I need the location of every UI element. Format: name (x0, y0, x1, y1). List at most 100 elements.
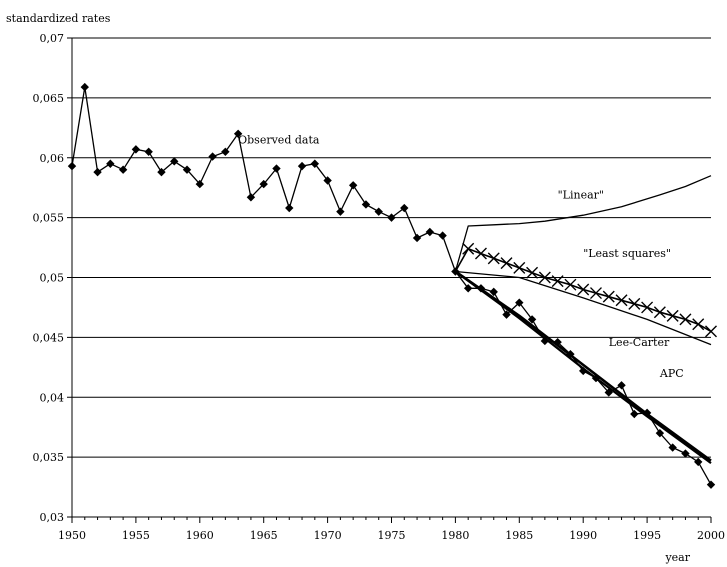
x-ticks: 1950 1955 1960 1965 1970 1975 1980 1985 1990 1995… (58, 517, 725, 542)
data-point-observed (106, 159, 115, 168)
data-point-observed (93, 167, 102, 177)
data-point-least-squares (602, 290, 615, 303)
series-line-lee-carter (454, 270, 712, 462)
y-tick-label: 0,05 (40, 272, 65, 285)
data-point-observed (630, 409, 639, 419)
data-point-observed (438, 231, 447, 240)
series-markers (67, 82, 717, 489)
data-point-observed (400, 203, 409, 213)
data-point-least-squares (653, 306, 666, 319)
y-tick-label: 0,07 (40, 32, 65, 45)
data-point-observed (655, 428, 665, 438)
data-point-observed (476, 284, 486, 293)
data-point-observed (195, 179, 204, 189)
y-axis-title: standardized rates (6, 12, 111, 25)
data-point-observed (604, 388, 613, 397)
x-tick-label: 1975 (378, 529, 406, 542)
data-point-least-squares (474, 247, 487, 260)
data-point-observed (336, 207, 345, 216)
data-point-observed (451, 267, 460, 276)
data-point-observed (425, 227, 435, 237)
data-point-least-squares (538, 271, 551, 284)
y-tick-label: 0,035 (33, 451, 65, 464)
grid-lines (72, 37, 711, 518)
data-point-observed (591, 373, 601, 383)
data-point-least-squares (513, 261, 526, 274)
data-point-observed (387, 213, 396, 222)
data-point-observed (157, 167, 166, 177)
annotation-label: Observed data (238, 133, 320, 146)
annotation-label: "Least squares" (583, 247, 671, 260)
data-point-observed (310, 159, 320, 168)
data-point-observed (208, 152, 217, 161)
y-tick-label: 0,065 (33, 92, 65, 105)
data-point-observed (170, 157, 179, 166)
x-tick-label: 1950 (58, 529, 86, 542)
data-point-observed (297, 161, 307, 171)
data-point-observed (182, 165, 192, 174)
x-tick-label: 1970 (314, 529, 342, 542)
x-tick-label: 1955 (122, 529, 150, 542)
data-point-least-squares (692, 318, 705, 331)
data-point-observed (233, 129, 243, 138)
data-point-observed (463, 284, 473, 293)
data-point-least-squares (526, 266, 539, 279)
data-point-least-squares (589, 287, 602, 300)
x-tick-label: 1995 (633, 529, 661, 542)
data-point-least-squares (666, 309, 679, 322)
data-point-observed (681, 449, 690, 458)
annotation-label: "Linear" (558, 188, 604, 201)
data-point-observed (553, 337, 562, 347)
data-point-observed (348, 181, 358, 190)
data-point-least-squares (705, 325, 717, 338)
data-point-least-squares (564, 278, 577, 291)
data-point-observed (540, 336, 550, 346)
data-point-observed (706, 480, 716, 489)
data-point-observed (668, 443, 677, 452)
x-tick-label: 2000 (697, 529, 725, 542)
x-axis-title: year (664, 551, 690, 564)
data-point-observed (374, 207, 383, 216)
series-line-linear (454, 175, 712, 272)
data-point-least-squares (462, 242, 475, 255)
y-tick-label: 0,06 (40, 152, 65, 165)
annotations: Observed data "Linear" "Least squares" Lee-… (238, 133, 684, 380)
data-point-least-squares (551, 275, 564, 288)
y-ticks: 0,03 0,035 0,04 0,045 0,05 0,055 0,06 0,065 0,07 (33, 32, 72, 524)
data-point-least-squares (500, 257, 513, 270)
x-tick-label: 1960 (186, 529, 214, 542)
data-point-observed (67, 161, 77, 171)
y-tick-label: 0,03 (40, 511, 65, 524)
series-lines (71, 86, 712, 486)
data-point-observed (642, 408, 652, 418)
data-point-observed (80, 82, 89, 92)
data-point-observed (617, 381, 626, 390)
data-point-observed (259, 179, 268, 189)
data-point-observed (131, 145, 141, 154)
annotation-label: Lee-Carter (609, 336, 670, 349)
data-point-observed (361, 200, 371, 209)
y-tick-label: 0,04 (40, 391, 65, 404)
series-line-observed-data (71, 86, 712, 486)
data-point-least-squares (577, 283, 590, 296)
y-tick-label: 0,045 (33, 331, 65, 344)
x-tick-label: 1965 (250, 529, 278, 542)
annotation-label: APC (659, 367, 684, 380)
y-tick-label: 0,055 (33, 212, 65, 225)
data-point-least-squares (628, 297, 641, 310)
data-point-observed (527, 315, 537, 324)
data-point-observed (221, 147, 230, 156)
series-line-least-squares-lower (455, 270, 712, 346)
data-point-least-squares (641, 301, 654, 314)
data-point-observed (246, 193, 256, 202)
data-point-observed (323, 176, 332, 185)
data-point-observed (144, 147, 153, 156)
data-point-least-squares (615, 294, 628, 307)
data-point-observed (515, 298, 524, 307)
data-point-least-squares (679, 313, 692, 326)
data-point-observed (285, 203, 294, 213)
data-point-observed (489, 287, 498, 297)
x-tick-label: 1990 (569, 529, 597, 542)
data-point-observed (118, 165, 128, 174)
